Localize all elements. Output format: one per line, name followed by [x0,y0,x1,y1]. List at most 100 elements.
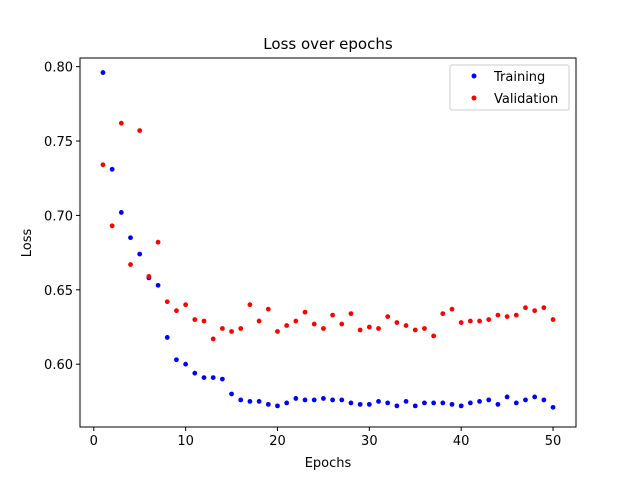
point-training [238,397,244,403]
point-validation [219,326,225,331]
point-training [256,399,262,404]
point-validation [486,317,492,322]
legend-box [449,64,570,111]
point-training [229,391,234,397]
point-training [523,397,528,403]
y-tick-label: 0.80 [44,61,73,76]
point-validation [109,223,115,229]
y-axis-label: Loss [20,229,35,258]
point-training [486,397,492,403]
point-validation [100,162,106,168]
point-validation [394,320,400,325]
point-training [550,404,556,410]
legend-marker-training [471,73,477,79]
legend-label-training: Training [493,70,545,85]
point-validation [302,309,308,315]
point-validation [183,302,189,308]
point-training [412,403,418,409]
point-validation [550,317,556,322]
legend: Training Validation [449,64,570,111]
point-validation [118,120,124,126]
point-training [385,400,391,406]
point-training [100,70,106,75]
point-training [357,401,363,407]
point-validation [440,311,446,317]
point-validation [164,299,170,305]
x-tick-label: 30 [361,434,378,449]
y-tick-label: 0.75 [44,135,73,150]
x-tick-label: 0 [90,434,98,449]
point-validation [504,314,510,319]
point-validation [412,327,418,333]
y-tick-label: 0.70 [44,209,73,224]
point-training [164,335,170,340]
point-validation [210,336,216,342]
point-training [118,210,124,215]
point-training [495,401,501,407]
point-validation [247,302,253,308]
point-validation [458,320,464,325]
point-training [128,235,133,241]
point-validation [155,239,161,245]
point-validation [431,333,437,339]
point-validation [357,327,363,333]
point-training [174,357,179,363]
point-validation [339,321,345,327]
point-validation [541,305,547,311]
point-validation [376,326,381,331]
point-validation [174,308,179,314]
point-training [376,399,381,404]
point-training [311,397,317,403]
plot-marks [100,70,556,410]
point-training [183,361,189,367]
point-validation [192,317,198,322]
series-validation [100,120,556,342]
point-validation [229,329,234,334]
point-validation [311,321,317,327]
series-training [100,70,556,410]
point-training [137,251,143,257]
y-tick-label: 0.60 [44,358,73,373]
point-training [321,396,326,401]
point-training [532,394,538,400]
point-training [449,401,455,407]
point-training [201,375,207,381]
point-validation [477,318,482,324]
legend-marker-validation [471,95,477,101]
point-validation [495,312,501,318]
point-training [155,282,161,288]
point-validation [275,329,280,334]
point-validation [467,318,473,324]
point-validation [532,308,538,314]
x-tick-label: 50 [545,434,562,449]
y-axis: 0.60 0.65 0.70 0.75 0.80 [44,61,80,373]
point-training [265,401,271,407]
legend-label-validation: Validation [494,92,558,107]
point-validation [321,326,326,331]
point-validation [330,312,335,318]
point-validation [284,323,290,328]
plot-frame [79,57,577,428]
point-training [541,397,547,403]
point-validation [146,274,152,279]
x-tick-label: 10 [177,434,194,449]
point-training [403,399,409,404]
point-training [284,400,290,406]
point-training [348,400,354,406]
point-training [440,400,446,406]
point-validation [513,312,519,318]
chart-title: Loss over epochs [263,35,393,53]
point-validation [523,305,528,311]
point-training [302,397,308,403]
point-training [192,370,198,376]
point-training [275,403,280,409]
point-training [339,397,345,403]
point-validation [449,306,455,312]
point-validation [385,314,391,319]
y-tick-label: 0.65 [44,284,73,299]
point-validation [137,128,143,134]
point-validation [256,318,262,324]
point-training [247,399,253,404]
x-tick-label: 40 [453,434,470,449]
